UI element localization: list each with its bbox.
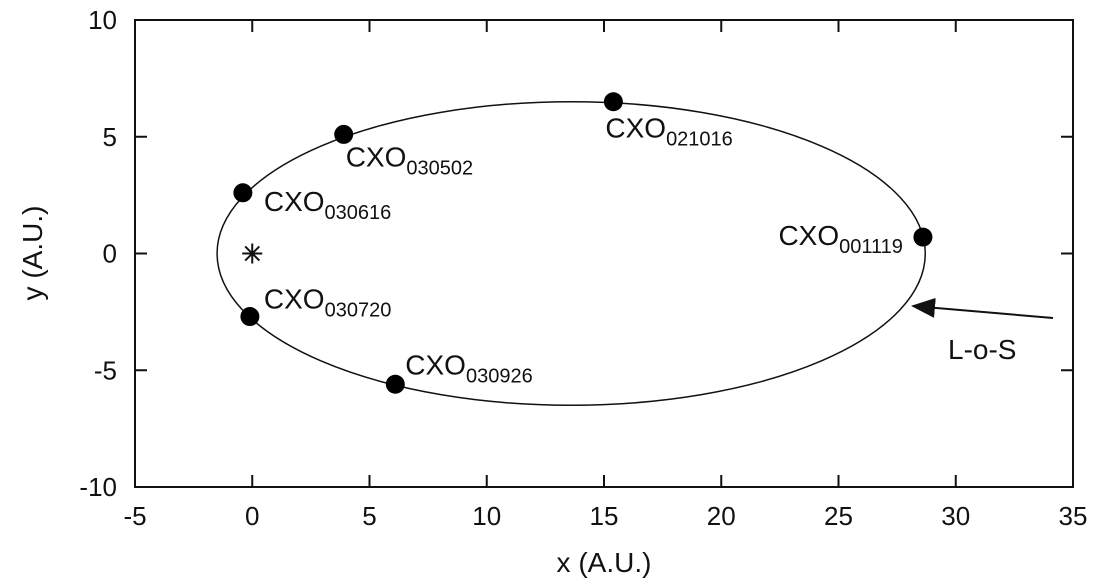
y-tick-label: -5 (94, 355, 117, 385)
point-label-sub: 021016 (666, 129, 733, 151)
point-label: CXO030502 (346, 141, 473, 179)
x-tick-label: 25 (824, 501, 853, 531)
point-label: CXO030616 (264, 186, 391, 224)
point-label-sub: 030502 (406, 157, 473, 179)
point-label: CXO030926 (405, 349, 532, 387)
point-label-main: CXO (405, 349, 466, 380)
x-tick-label: 20 (707, 501, 736, 531)
point (233, 183, 253, 203)
point-label-sub: 030926 (466, 365, 533, 387)
plot-frame (134, 19, 1074, 488)
y-tick-label: 5 (103, 122, 117, 152)
x-tick-label: 5 (362, 501, 376, 531)
annotation-arrow (911, 297, 1054, 319)
point-label-main: CXO (346, 141, 407, 172)
x-tick-label: 30 (941, 501, 970, 531)
x-tick-label: -5 (123, 501, 146, 531)
point (334, 124, 354, 144)
x-tick-label: 15 (590, 501, 619, 531)
point-label: CXO030720 (264, 284, 391, 322)
point-label-sub: 030616 (325, 202, 392, 224)
x-tick-label: 0 (245, 501, 259, 531)
point (603, 92, 623, 112)
point-label-main: CXO (605, 113, 666, 144)
y-axis-label: y (A.U.) (17, 206, 48, 301)
y-tick-label: 10 (88, 5, 117, 35)
orbit (216, 100, 927, 407)
y-tick-label: -10 (79, 472, 117, 502)
point-label-sub: 001119 (839, 236, 903, 258)
sun-marker (242, 243, 263, 264)
x-tick-label: 10 (472, 501, 501, 531)
point-label: CXO021016 (605, 113, 732, 151)
point-label-main: CXO (264, 186, 325, 217)
x-axis-label: x (A.U.) (557, 547, 652, 578)
x-tick-label: 35 (1059, 501, 1088, 531)
point-label-main: CXO (264, 284, 325, 315)
point-label-sub: 030720 (325, 300, 392, 322)
point (240, 307, 260, 327)
sun-stroke (244, 245, 261, 262)
point (385, 374, 405, 394)
y-tick-label: 0 (103, 239, 117, 269)
point-label-main: CXO (778, 220, 839, 251)
point-label: CXO001119 (778, 220, 902, 258)
point (913, 227, 933, 247)
annotation: L-o-S (948, 334, 1016, 365)
